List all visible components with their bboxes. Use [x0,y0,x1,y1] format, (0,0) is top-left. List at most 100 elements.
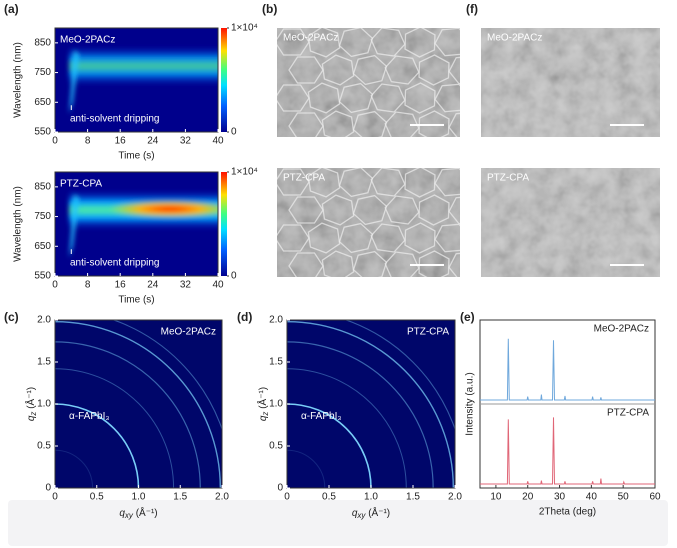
x-tick-label: 8 [85,136,91,147]
q-sub: xy [356,511,366,520]
grain-boundary [404,82,436,114]
caption-bar [8,500,668,546]
diffraction-ring [287,449,326,488]
y-tick-label: 1.0 [269,399,283,410]
x-tick-label: 0 [284,492,290,503]
emission-band [69,46,218,86]
y-tick-label: 0 [45,483,51,494]
grain-boundary [404,168,436,198]
x-tick-label: 30 [554,492,566,503]
grain-boundary [434,28,460,57]
diffraction-ring [344,320,455,431]
grain-boundary [418,250,450,277]
sample-label: PTZ-CPA [60,179,102,190]
grain-boundary [321,194,355,226]
x-tick-label: 24 [147,136,159,147]
axis-label: qz (Å⁻¹) [24,387,38,421]
frame [54,171,219,277]
grain-boundary [448,252,460,277]
sample-label: MeO-2PACz [161,327,216,338]
annotation: α-FAPbI₃ [69,411,109,422]
y-tick-label: 750 [34,67,51,78]
grain-boundary [321,110,355,137]
x-tick-label: 16 [115,280,127,291]
panel-label: (e) [460,310,475,324]
image-label: PTZ-CPA [283,173,325,184]
grain-boundary [307,82,341,114]
sample-label: PTZ-CPA [407,327,449,338]
grain-boundary [307,222,341,254]
plot-area [55,320,222,488]
q-unit: (Å⁻¹) [256,387,269,412]
x-tick-label: 32 [180,280,192,291]
diffraction-ring [287,403,372,488]
x-tick-label: 0 [52,492,58,503]
emission-spike [69,50,79,114]
grain-boundary [418,54,450,86]
annotation: anti-solvent dripping [70,258,160,269]
y-tick-label: 650 [34,97,51,108]
x-tick-label: 32 [180,136,192,147]
y-axis-label: Wavelength (nm) [13,42,24,118]
y-tick-label: 850 [34,181,51,192]
panel-label: (b) [262,2,277,16]
x-tick-label: 20 [522,492,534,503]
grain-boundary [404,222,436,254]
xrd-trace [480,417,655,485]
y-tick-label: 1.5 [37,357,51,368]
plot-area [277,28,460,137]
axis-label: qxy (Å⁻¹) [352,506,390,520]
x-tick-label: 2.0 [215,492,229,503]
diffraction-ring [55,449,94,488]
sem-tint [481,28,660,137]
x-tick-label: 1.0 [132,492,146,503]
diffraction-ring [55,368,175,488]
panel-label: (f) [466,2,478,16]
grain-boundary [434,223,460,253]
diffraction-ring [287,341,434,488]
q-symbol: q [119,508,125,519]
diffraction-ring [55,320,222,488]
sem-image [481,28,660,137]
axis-label: qxy (Å⁻¹) [119,506,157,520]
x-tick-label: 60 [649,492,661,503]
colorbar-label: 1×10⁴ [231,167,258,178]
y-tick-label: 1.0 [37,399,51,410]
panel-label: (d) [237,310,252,324]
xrd-trace [480,338,655,401]
q-sub: z [261,412,270,417]
x-axis-label: 2Theta (deg) [539,507,596,518]
y-tick-label: 2.0 [37,315,51,326]
grain-boundary [448,56,460,85]
grain-boundary [288,56,324,84]
diffraction-ring [111,320,222,431]
image-label: PTZ-CPA [487,173,529,184]
y-tick-label: 0.5 [269,441,283,452]
panel-label: (a) [4,2,19,16]
frame [54,27,219,133]
colorbar [221,172,227,276]
grain-boundary [448,196,460,225]
x-tick-label: 0.5 [322,492,336,503]
q-symbol: q [26,415,37,421]
q-unit: (Å⁻¹) [133,506,158,519]
q-sub: xy [124,511,134,520]
x-tick-label: 1.5 [173,492,187,503]
colorbar-label: 0 [231,271,237,282]
colorbar-label: 0 [231,127,237,138]
legend-label: PTZ-CPA [607,408,649,419]
image-label: MeO-2PACz [487,33,542,44]
x-tick-label: 40 [586,492,598,503]
plot-area [277,168,460,277]
annotation: α-FAPbI₃ [301,411,341,422]
q-symbol: q [352,508,358,519]
grain-boundary [277,28,310,56]
y-tick-label: 2.0 [269,315,283,326]
grain-boundary [288,112,324,137]
q-sub: z [29,412,38,417]
grain-boundary [288,252,324,277]
x-axis-label: Time (s) [118,151,154,162]
q-unit: (Å⁻¹) [365,506,390,519]
image-label: MeO-2PACz [283,33,338,44]
